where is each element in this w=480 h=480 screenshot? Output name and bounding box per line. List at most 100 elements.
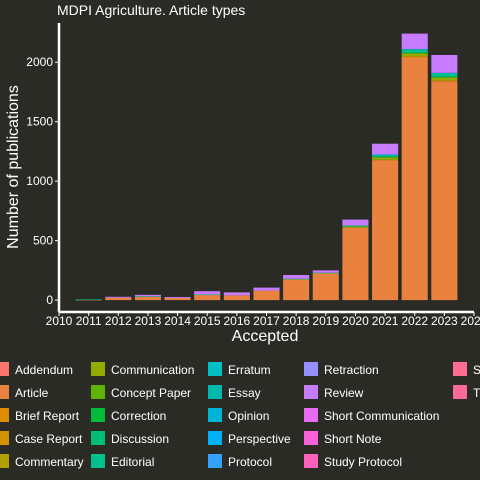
legend-label: Retraction [324,363,379,377]
bar-segment [401,56,428,58]
bar-segment [312,273,339,301]
x-tick-label: 2022 [401,314,428,328]
legend-swatch [208,454,222,468]
x-axis-label: Accepted [232,328,299,345]
bar-segment [283,279,310,301]
x-tick-label: 2024 [461,314,480,328]
x-tick-label: 2020 [342,314,369,328]
legend-swatch [208,362,222,376]
legend-swatch [0,431,9,445]
x-tick-label: 2013 [135,314,162,328]
legend-label: T [473,386,480,400]
bar-segment [283,275,310,279]
x-tick-label: 2021 [372,314,399,328]
bar-segment [431,54,458,73]
legend-label: Discussion [111,432,169,446]
legend-label: Opinion [228,409,269,423]
legend-label: Editorial [111,455,154,469]
legend-label: Correction [111,409,166,423]
x-tick-label: 2012 [105,314,132,328]
bar-segment [75,299,102,301]
bar-segment [312,272,339,274]
legend-swatch [304,385,318,399]
legend-swatch [0,408,9,422]
bar-segment [164,297,191,301]
x-tick-label: 2016 [224,314,251,328]
bar-segment [312,270,339,273]
plot-area [75,33,458,301]
bar-segment [372,159,399,161]
legend-label: S [473,363,480,377]
x-tick-label: 2014 [164,314,191,328]
bar-segment [372,160,399,301]
bar-segment [134,294,161,297]
legend-swatch [91,454,105,468]
bar-segment [431,73,458,77]
legend-label: Commentary [15,455,84,469]
bar-segment [342,219,369,226]
legend-swatch [0,454,9,468]
bar-segment [194,294,221,301]
bar-segment [401,33,428,50]
x-tick-label: 2010 [46,314,73,328]
legend-label: Communication [111,363,194,377]
legend-swatch [304,408,318,422]
bar-segment [372,156,399,158]
chart-title: MDPI Agriculture. Article types [57,2,245,18]
legend-swatch [0,385,9,399]
legend-label: Short Communication [324,409,439,423]
bar-segment [372,143,399,155]
bar-segment [372,155,399,157]
legend-label: Case Report [15,432,83,446]
bar-segment [194,294,221,296]
bar-segment [164,297,191,298]
x-tick-label: 2019 [312,314,339,328]
bar-segment [431,80,458,82]
y-tick-label: 2000 [26,55,53,69]
legend-label: Protocol [228,455,272,469]
bar-segment [342,227,369,301]
bar-segment [401,52,428,54]
legend-label: Addendum [15,363,73,377]
bar-segment [194,291,221,295]
y-tick-label: 0 [46,293,53,307]
legend-label: Perspective [228,432,291,446]
bar-segment [223,292,250,296]
legend-swatch [304,454,318,468]
bar-segment [105,296,132,298]
bar-segment [134,296,161,301]
legend-swatch [91,385,105,399]
bar-segment [431,76,458,78]
bar-segment [401,49,428,53]
bar-segment [253,287,280,291]
bar-segment [105,297,132,301]
bar-segment [401,49,428,50]
legend-label: Short Note [324,432,382,446]
axes: 0 500 1000 1500 2000 2010 2011 2012 2013 2014 2015… [26,23,480,328]
bar-segment [342,226,369,228]
legend-swatch [453,385,467,399]
y-axis-label: Number of publications [5,85,22,249]
legend-swatch [453,362,467,376]
bar-segment [342,225,369,227]
legend-label: Essay [228,386,261,400]
bar-segment [372,154,399,156]
legend-swatch [304,362,318,376]
bar-segment [134,296,161,297]
legend-swatch [208,385,222,399]
x-tick-label: 2017 [253,314,280,328]
bar-segment [372,157,399,160]
legend-swatch [208,408,222,422]
bar-segment [401,53,428,57]
x-tick-label: 2018 [283,314,310,328]
bar-segment [431,72,458,74]
bar-segment [431,81,458,301]
legend-swatch [304,431,318,445]
legend-label: Review [324,386,364,400]
y-tick-label: 1000 [26,174,53,188]
bar-segment [283,278,310,280]
legend-swatch [91,431,105,445]
legend-label: Erratum [228,363,271,377]
legend-swatch [0,362,9,376]
legend-swatch [208,431,222,445]
